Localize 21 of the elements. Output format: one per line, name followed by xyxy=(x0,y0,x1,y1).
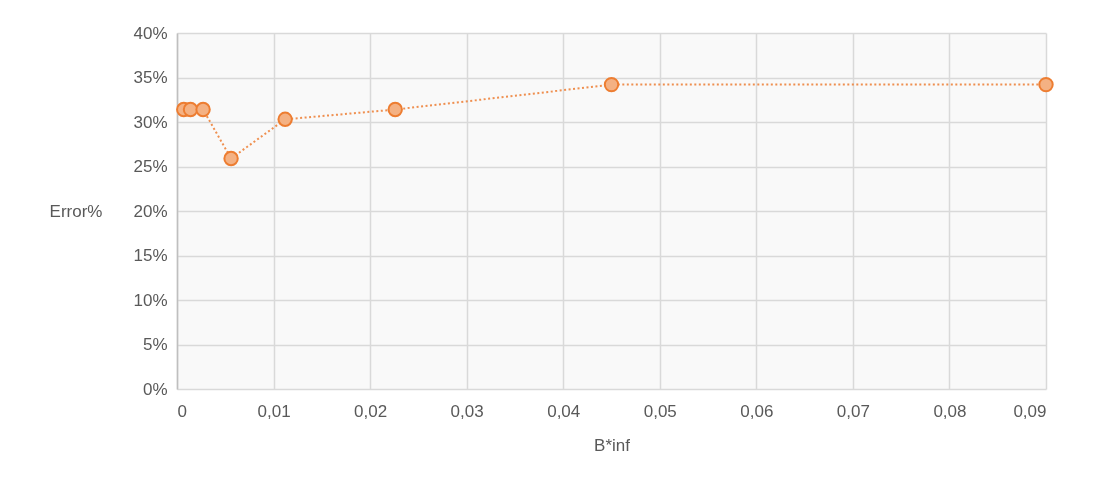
y-tick-label: 25% xyxy=(133,157,168,176)
x-tick-label: 0,09 xyxy=(1013,401,1047,421)
x-tick-label: 0,06 xyxy=(740,401,774,421)
y-tick-label: 35% xyxy=(133,68,168,87)
x-tick-label: 0,01 xyxy=(257,401,291,421)
y-tick-label: 30% xyxy=(133,112,168,132)
x-tick-label: 0,07 xyxy=(836,401,870,421)
x-tick-label: 0,05 xyxy=(643,401,677,421)
y-tick-label: 5% xyxy=(142,335,168,354)
y-tick-label: 20% xyxy=(133,201,168,221)
y-tick-label: 0% xyxy=(142,379,168,399)
x-axis-title: B*inf xyxy=(594,435,631,455)
x-tick-label: 0,02 xyxy=(354,401,388,421)
y-tick-label: 15% xyxy=(133,246,168,265)
x-tick-label: 0,08 xyxy=(933,401,967,421)
x-tick-label: 0 xyxy=(177,401,187,421)
y-tick-label: 10% xyxy=(133,290,168,310)
x-tick-label: 0,04 xyxy=(547,401,581,421)
y-axis-title: Error% xyxy=(49,201,103,221)
y-tick-label: 40% xyxy=(133,23,168,43)
x-tick-label: 0,03 xyxy=(450,401,484,421)
